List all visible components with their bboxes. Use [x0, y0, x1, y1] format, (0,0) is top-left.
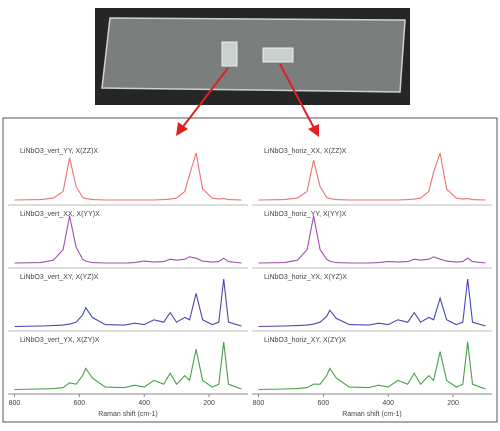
series-label: LiNbO3_horiz_XX, X(ZZ)X [264, 148, 347, 155]
spectrum-line [258, 278, 486, 328]
spectrum-line [258, 215, 486, 264]
x-tick-label: 600 [318, 400, 330, 407]
x-tick-label: 400 [138, 400, 150, 407]
spectrum-line [14, 278, 242, 328]
series-label: LiNbO3_vert_YY, X(ZZ)X [20, 148, 98, 155]
x-tick-label: 800 [9, 400, 21, 407]
x-axis-label: Raman shift (cm-1) [342, 411, 402, 418]
series-label: LiNbO3_vert_XY, X(YZ)X [20, 274, 99, 281]
series-label: LiNbO3_vert_YX, X(ZY)X [20, 337, 100, 344]
spectrum-line [258, 341, 486, 391]
x-tick-label: 800 [253, 400, 265, 407]
series-label: LiNbO3_vert_XX, X(YY)X [20, 211, 100, 218]
series-label: LiNbO3_horiz_XY, X(ZY)X [264, 337, 346, 344]
x-axis-label: Raman shift (cm-1) [98, 411, 158, 418]
series-label: LiNbO3_horiz_YX, X(YZ)X [264, 274, 347, 281]
x-tick-label: 400 [382, 400, 394, 407]
spectrum-line [14, 341, 242, 391]
spectrum-line [14, 215, 242, 264]
x-tick-label: 200 [203, 400, 215, 407]
series-label: LiNbO3_horiz_YY, X(YY)X [264, 211, 347, 218]
spectrum-line [258, 152, 486, 201]
x-tick-label: 200 [447, 400, 459, 407]
frame [2, 117, 498, 423]
x-tick-label: 600 [74, 400, 86, 407]
spectrum-line [14, 152, 242, 201]
photo [95, 8, 410, 105]
